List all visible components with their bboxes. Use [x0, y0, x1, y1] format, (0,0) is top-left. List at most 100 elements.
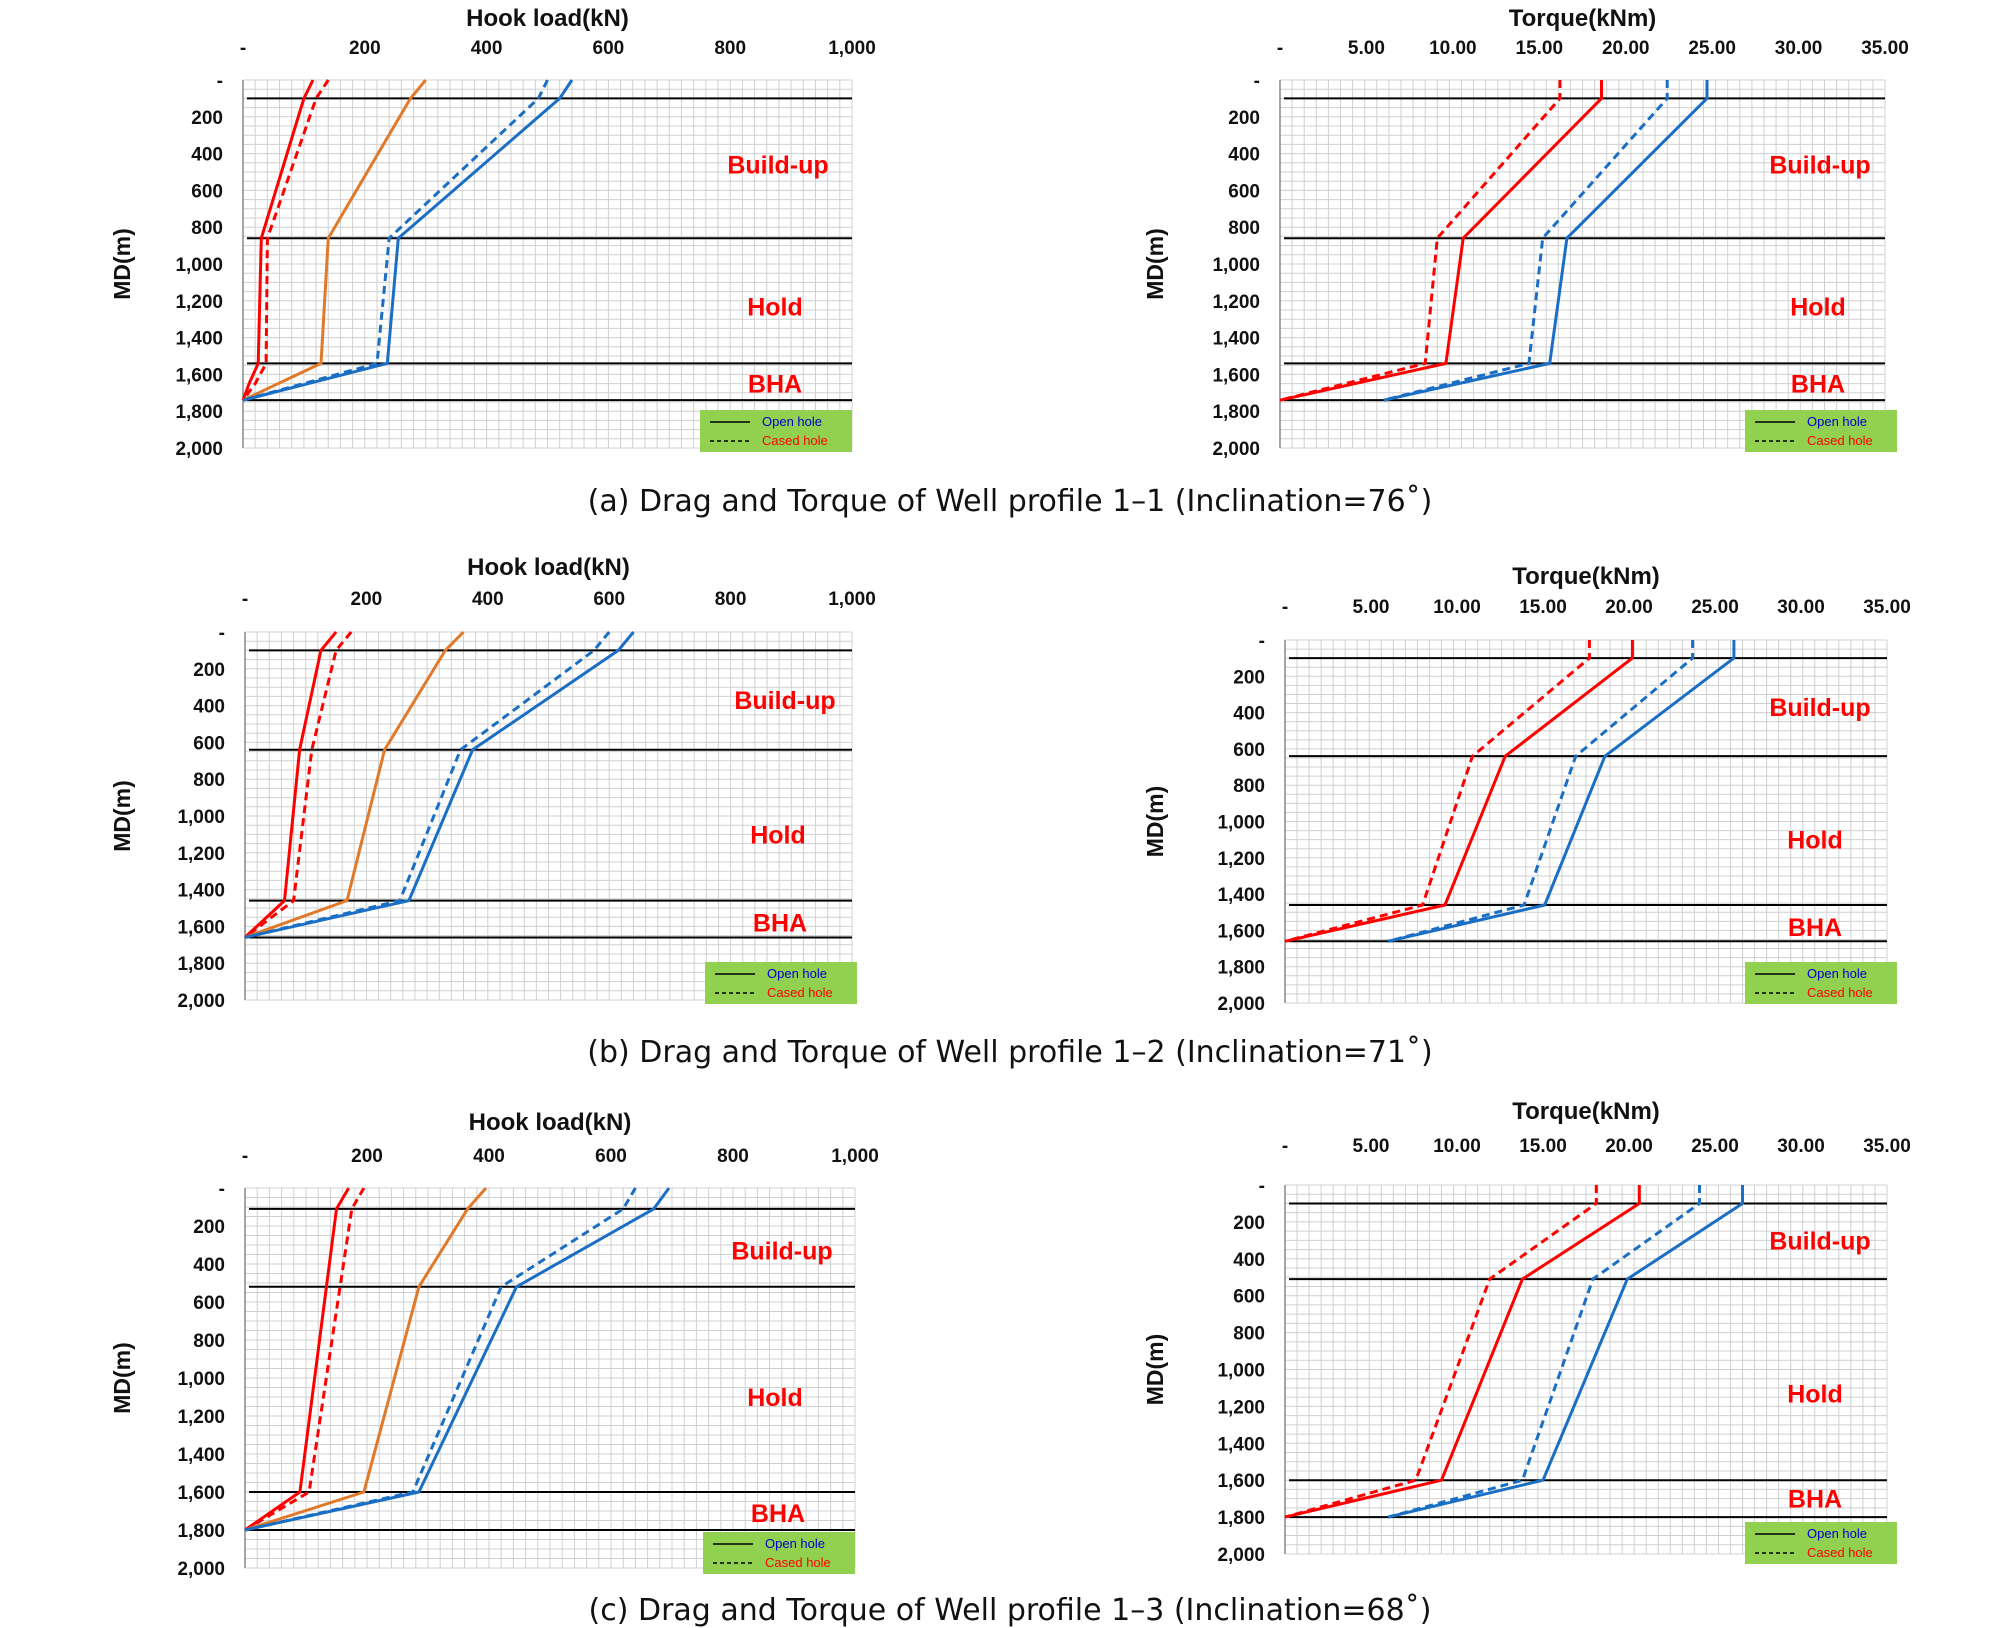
y-tick-label: 1,800 [1217, 1508, 1265, 1529]
legend: Open hole Cased hole [700, 410, 852, 452]
x-tick-label: 25.00 [1691, 1136, 1739, 1157]
legend-open-label: Open hole [765, 1536, 825, 1551]
series-line-solid-lower_bound [244, 631, 635, 939]
legend-open-label: Open hole [1807, 966, 1867, 981]
chart-title: Torque(kNm) [1512, 1098, 1660, 1125]
legend: Open hole Cased hole [1745, 410, 1897, 452]
zone-label-bha: BHA [753, 910, 807, 938]
y-tick-label: 1,200 [1217, 1397, 1265, 1418]
chart-title: Hook load(kN) [469, 1109, 632, 1136]
zone-label-bha: BHA [751, 1500, 805, 1528]
y-tick-label: 1,600 [1217, 1471, 1265, 1492]
legend-open-label: Open hole [767, 966, 827, 981]
series-line-dashed-lower_bound [1387, 1185, 1701, 1519]
x-tick-label: 35.00 [1863, 1136, 1911, 1157]
series-line-solid-lower_bound [242, 79, 574, 402]
chart-title: Torque(kNm) [1512, 563, 1660, 590]
x-tick-label: 15.00 [1519, 1136, 1567, 1157]
x-tick-label: 25.00 [1688, 38, 1736, 59]
y-axis-label: MD(m) [109, 228, 135, 300]
x-tick-label: 35.00 [1863, 597, 1911, 618]
y-tick-label: 1,200 [1217, 849, 1265, 870]
x-tick-label: - [242, 1146, 248, 1167]
y-tick-label: 400 [1233, 704, 1265, 725]
chart-panel-c-hookload: Hook load(kN) - 200 400 600 800 1,000 - 200 400 60… [109, 1109, 879, 1580]
y-tick-label: 1,200 [177, 844, 225, 865]
y-tick-label: 2,000 [175, 439, 223, 460]
x-tick-label: 800 [717, 1146, 749, 1167]
x-tick-label: 30.00 [1777, 1136, 1825, 1157]
zone-label-hold: Hold [747, 1384, 803, 1412]
y-axis-label: MD(m) [109, 1342, 135, 1414]
chart-title: Torque(kNm) [1509, 5, 1657, 32]
y-tick-label: - [219, 1179, 225, 1200]
y-tick-label: 1,600 [177, 1483, 225, 1504]
series-line-solid-middle [242, 79, 427, 402]
y-tick-label: 2,000 [1217, 994, 1265, 1015]
legend-box [1745, 410, 1897, 452]
series-line-solid-upper_bound [241, 79, 315, 401]
legend-cased-label: Cased hole [762, 433, 828, 448]
x-tick-label: 5.00 [1353, 1136, 1390, 1157]
y-tick-label: 800 [193, 770, 225, 791]
y-tick-label: 600 [1233, 1287, 1265, 1308]
series-line-solid-upper_bound [244, 1187, 350, 1532]
x-tick-label: 400 [471, 38, 503, 59]
y-tick-label: 200 [1228, 108, 1260, 129]
y-tick-label: 800 [191, 218, 223, 239]
x-tick-label: 1,000 [831, 1146, 879, 1167]
zone-label-build-up: Build-up [734, 687, 835, 715]
x-tick-label: 200 [351, 589, 383, 610]
chart-panel-b-hookload: Hook load(kN) - 200 400 600 800 1,000 - 200 400 60… [109, 554, 876, 1012]
y-tick-label: 1,800 [177, 954, 225, 975]
y-tick-label: 200 [193, 1217, 225, 1238]
legend-cased-label: Cased hole [1807, 433, 1873, 448]
y-tick-label: 1,600 [175, 365, 223, 386]
legend-box [1745, 1522, 1897, 1564]
y-tick-label: 1,800 [1217, 958, 1265, 979]
grid [1284, 639, 1888, 1004]
x-tick-label: 20.00 [1605, 1136, 1653, 1157]
zone-label-bha: BHA [1791, 371, 1845, 399]
y-tick-label: 1,400 [1217, 1434, 1265, 1455]
y-tick-label: 400 [1228, 145, 1260, 166]
y-tick-label: 1,000 [177, 1369, 225, 1390]
series-line-dashed-upper_bound [244, 631, 353, 939]
caption-c: (c) Drag and Torque of Well profile 1–3 … [589, 1593, 1432, 1628]
series-line-solid-upper_bound [1284, 640, 1634, 943]
y-tick-label: 200 [191, 108, 223, 129]
y-axis-label: MD(m) [1142, 1334, 1168, 1406]
y-tick-label: 200 [193, 660, 225, 681]
y-tick-label: 800 [1233, 1324, 1265, 1345]
legend: Open hole Cased hole [1745, 962, 1897, 1004]
y-tick-label: 1,800 [175, 402, 223, 423]
chart-panel-a-hookload: Hook load(kN) - 200 400 600 800 1,000 - 200 400 60… [109, 5, 876, 460]
zone-label-build-up: Build-up [1769, 152, 1870, 180]
legend: Open hole Cased hole [1745, 1522, 1897, 1564]
x-tick-label: 200 [351, 1146, 383, 1167]
series-line-solid-middle [244, 630, 465, 939]
series-line-dashed-lower_bound [242, 79, 549, 402]
series-line-solid-lower_bound [244, 1187, 671, 1532]
zone-label-build-up: Build-up [1769, 694, 1870, 722]
y-tick-label: 1,000 [1217, 813, 1265, 834]
legend: Open hole Cased hole [703, 1532, 855, 1574]
x-tick-label: - [240, 38, 246, 59]
chart-panel-b-torque: Torque(kNm) - 5.00 10.00 15.00 20.00 25.00 30.0… [1142, 563, 1911, 1015]
series-line-solid-upper_bound [1279, 80, 1603, 402]
x-tick-label: 800 [715, 589, 747, 610]
y-tick-label: 1,600 [177, 917, 225, 938]
y-tick-label: - [217, 71, 223, 92]
x-tick-label: 25.00 [1691, 597, 1739, 618]
y-tick-label: 1,400 [175, 329, 223, 350]
y-tick-label: 200 [1233, 1213, 1265, 1234]
zone-label-hold: Hold [1787, 827, 1843, 855]
zone-label-bha: BHA [1788, 1486, 1842, 1514]
y-tick-label: 800 [1228, 218, 1260, 239]
legend-box [703, 1532, 855, 1574]
series-line-dashed-upper_bound [1284, 1185, 1598, 1519]
y-tick-label: 400 [193, 1255, 225, 1276]
x-tick-label: 10.00 [1433, 1136, 1481, 1157]
zone-label-hold: Hold [1787, 1380, 1843, 1408]
zone-label-hold: Hold [1790, 293, 1846, 321]
